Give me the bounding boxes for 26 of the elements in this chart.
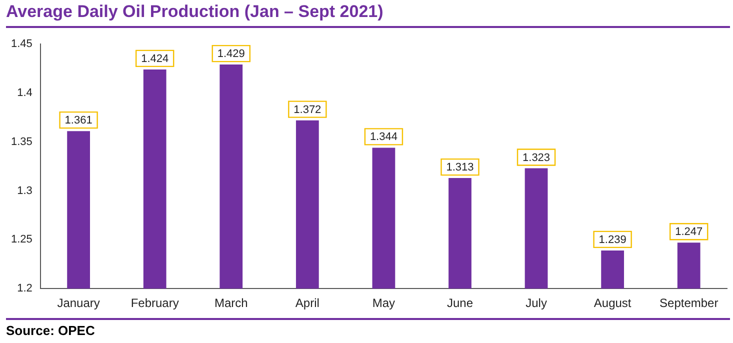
data-label: 1.247 <box>675 226 703 238</box>
data-label: 1.323 <box>522 152 550 164</box>
source-note: Source: OPEC <box>6 318 730 338</box>
data-label: 1.424 <box>141 52 169 65</box>
data-label: 1.372 <box>294 104 322 116</box>
x-tick-label: May <box>372 296 396 310</box>
data-label: 1.344 <box>370 131 398 144</box>
y-tick-label: 1.35 <box>10 136 32 148</box>
data-label: 1.313 <box>446 162 474 174</box>
chart-title: Average Daily Oil Production (Jan – Sept 2021) <box>6 0 730 28</box>
x-tick-label: February <box>130 296 179 310</box>
y-tick-label: 1.3 <box>17 184 32 197</box>
y-tick-label: 1.2 <box>17 282 32 295</box>
x-tick-label: September <box>660 296 718 310</box>
data-label: 1.429 <box>217 48 245 60</box>
x-tick-label: April <box>295 296 320 310</box>
x-tick-label: August <box>594 296 632 310</box>
x-tick-label: June <box>446 296 474 310</box>
x-tick-label: January <box>57 296 100 310</box>
x-tick-label: March <box>214 296 248 310</box>
y-tick-label: 1.45 <box>10 38 32 50</box>
y-tick-label: 1.4 <box>17 86 32 99</box>
data-label: 1.361 <box>64 114 92 127</box>
y-tick-label: 1.25 <box>10 234 32 246</box>
x-tick-label: July <box>526 296 547 310</box>
data-label: 1.239 <box>598 234 626 246</box>
